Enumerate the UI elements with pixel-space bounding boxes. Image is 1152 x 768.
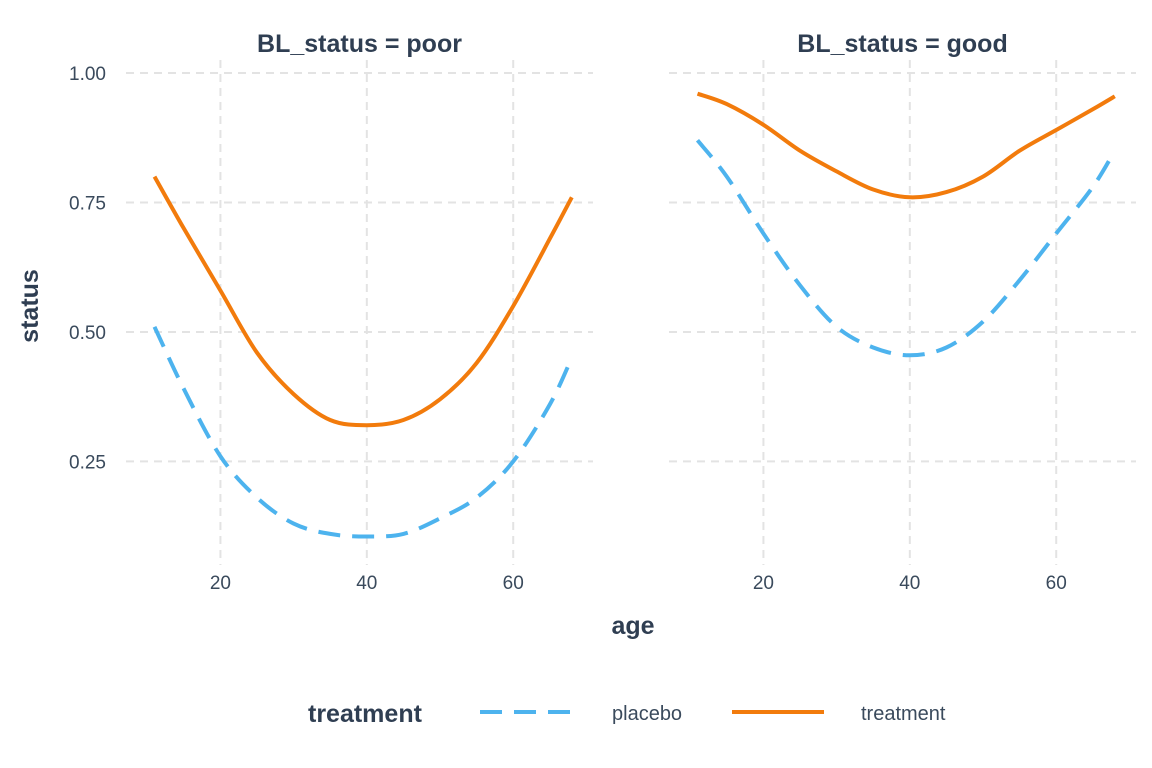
legend-label-placebo: placebo: [612, 703, 682, 725]
legend-label-treatment: treatment: [861, 703, 946, 725]
panel-title: BL_status = good: [797, 30, 1007, 58]
legend-title: treatment: [308, 700, 423, 728]
series-line-treatment: [152, 175, 574, 428]
facet-panel-1: BL_status = poor 20 40 60 0.25 0.50 0.75 1.00: [69, 30, 593, 594]
x-tick-label: 40: [356, 573, 377, 594]
legend: treatment placebo treatment: [308, 700, 946, 728]
x-axis-title: age: [611, 612, 654, 640]
y-tick-label: 0.50: [69, 323, 106, 344]
y-axis-title: status: [16, 269, 44, 343]
series-line-placebo: [695, 139, 1117, 358]
x-tick-label: 60: [503, 573, 524, 594]
y-tick-label: 1.00: [69, 64, 106, 85]
x-tick-label: 20: [210, 573, 231, 594]
y-tick-label: 0.75: [69, 193, 106, 214]
x-tick-label: 60: [1046, 573, 1067, 594]
x-tick-label: 20: [753, 573, 774, 594]
series-line-treatment: [696, 91, 1116, 200]
x-tick-label: 40: [899, 573, 920, 594]
panel-title: BL_status = poor: [257, 30, 462, 58]
facet-panel-2: BL_status = good 20 40 60: [669, 30, 1136, 594]
series-line-placebo: [152, 325, 574, 539]
y-tick-label: 0.25: [69, 452, 106, 473]
